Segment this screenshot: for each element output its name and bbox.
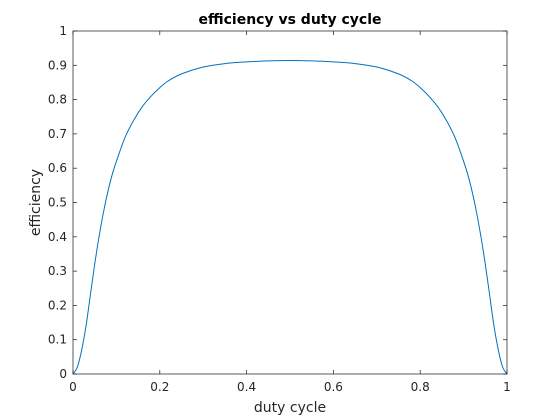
y-tick-label: 0.8: [48, 93, 67, 107]
y-axis-label: efficiency: [28, 169, 44, 236]
x-tick-label: 0: [69, 380, 77, 394]
y-tick-label: 0.4: [48, 230, 67, 244]
y-tick-label: 0.5: [48, 196, 67, 210]
x-tick-label: 0.8: [411, 380, 430, 394]
x-tick-label: 0.6: [324, 380, 343, 394]
x-tick-label: 0.2: [150, 380, 169, 394]
x-axis-label: duty cycle: [254, 400, 326, 416]
y-tick-label: 0.6: [48, 161, 67, 175]
y-tick-label: 0.1: [48, 333, 67, 347]
plot-area: [73, 31, 507, 374]
y-tick-label: 1: [59, 24, 67, 38]
y-tick-label: 0: [59, 367, 67, 381]
y-tick-label: 0.2: [48, 298, 67, 312]
x-tick-label: 0.4: [237, 380, 256, 394]
y-tick-label: 0.3: [48, 264, 67, 278]
chart-title: efficiency vs duty cycle: [199, 12, 382, 28]
x-tick-label: 1: [503, 380, 511, 394]
y-tick-label: 0.7: [48, 127, 67, 141]
y-tick-label: 0.9: [48, 58, 67, 72]
